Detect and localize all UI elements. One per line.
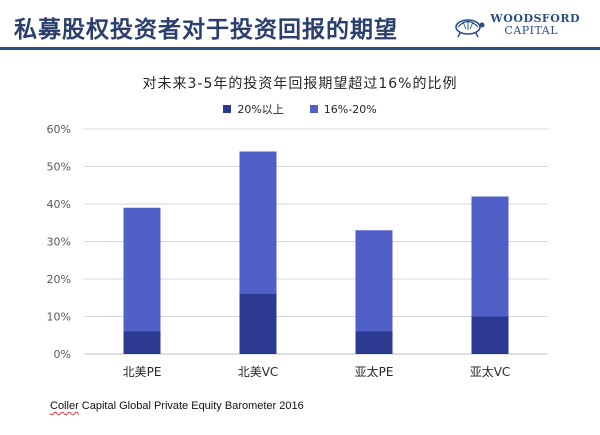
x-tick-label: 北美VC — [238, 365, 279, 379]
y-tick-label: 0% — [54, 348, 71, 361]
legend-label-16-20: 16%-20% — [323, 102, 377, 116]
x-tick-label: 亚太PE — [355, 364, 394, 379]
legend-item-over-20: 20%以上 — [223, 101, 284, 117]
title-divider — [0, 47, 600, 50]
legend-label-over-20: 20%以上 — [237, 103, 284, 116]
bar-segment-16-20 — [123, 207, 161, 332]
chart-title: 对未来3-5年的投资年回报期望超过16%的比例 — [142, 76, 458, 92]
x-tick-label: 北美PE — [123, 365, 162, 379]
legend-swatch-16-20 — [309, 105, 318, 113]
bar-segment-over-20 — [471, 316, 509, 354]
bar-segment-16-20 — [239, 151, 277, 294]
source-note-rest: Capital Global Private Equity Barometer … — [78, 400, 304, 412]
chart-legend: 20%以上 16%-20% — [0, 101, 600, 117]
source-note-first-word: Coller — [50, 400, 79, 412]
bar-segment-over-20 — [123, 331, 161, 354]
y-tick-label: 20% — [47, 273, 71, 286]
bar-segment-over-20 — [239, 294, 277, 354]
bar-segment-16-20 — [471, 196, 509, 317]
y-tick-label: 50% — [47, 161, 71, 174]
logo-line2: CAPITAL — [504, 24, 559, 37]
x-tick-label: 亚太VC — [470, 364, 511, 379]
legend-swatch-over-20 — [223, 105, 232, 113]
slide-title: 私募股权投资者对于投资回报的期望 — [14, 17, 398, 43]
y-tick-label: 30% — [47, 236, 71, 249]
y-tick-label: 10% — [47, 311, 71, 324]
bar-segment-16-20 — [355, 230, 393, 332]
legend-item-16-20: 16%-20% — [309, 101, 377, 117]
y-tick-label: 60% — [47, 123, 71, 136]
turtle-logo-icon — [455, 19, 485, 38]
company-logo: WOODSFORD CAPITAL — [452, 12, 580, 38]
y-tick-label: 40% — [47, 198, 71, 211]
bar-segment-over-20 — [355, 331, 393, 354]
logo-line1: WOODSFORD — [490, 12, 580, 26]
source-note: Coller Capital Global Private Equity Bar… — [50, 400, 304, 412]
